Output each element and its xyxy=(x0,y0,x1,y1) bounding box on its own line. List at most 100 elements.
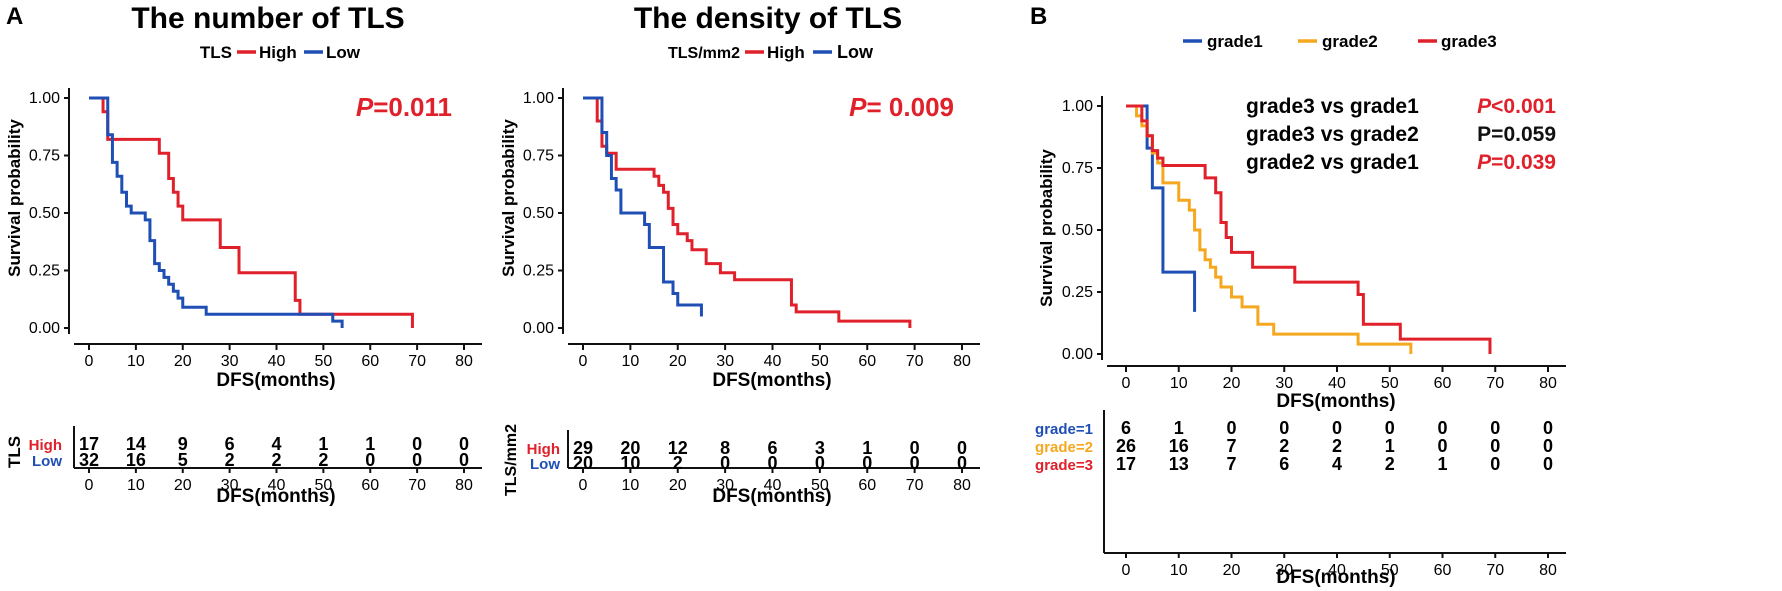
comparison-row: grade2 vs grade1 P=0.039 xyxy=(1246,151,1556,174)
chart-title: The number of TLS xyxy=(131,2,404,35)
legend-label-grade2: grade2 xyxy=(1322,32,1378,51)
chart-title: The density of TLS xyxy=(634,2,902,35)
risk-table-x-tick-label: 0 xyxy=(579,477,588,494)
km-curve-low xyxy=(89,96,344,328)
risk-value: 2 xyxy=(1385,454,1395,474)
risk-value: 1 xyxy=(1174,418,1184,438)
x-tick-label: 30 xyxy=(716,353,734,370)
risk-value: 4 xyxy=(1332,454,1342,474)
comparison-list: grade3 vs grade1 P<0.001 grade3 vs grade… xyxy=(1246,95,1556,174)
risk-value: 2 xyxy=(318,450,328,470)
y-tick-label: 0.25 xyxy=(29,263,60,280)
risk-value: 2 xyxy=(673,453,683,473)
legend-label-low: Low xyxy=(326,43,361,62)
y-tick-label: 0.00 xyxy=(1062,346,1093,363)
risk-value: 6 xyxy=(1121,418,1131,438)
y-tick-label: 0.25 xyxy=(523,263,554,280)
risk-table-xlabel: DFS(months) xyxy=(216,486,335,507)
risk-value: 9 xyxy=(178,434,188,454)
legend-label-high: High xyxy=(767,43,805,62)
risk-value: 1 xyxy=(1437,454,1447,474)
legend: TLS High Low xyxy=(200,43,361,62)
x-tick-label: 40 xyxy=(268,353,286,370)
risk-value: 0 xyxy=(957,438,967,458)
risk-value: 12 xyxy=(668,438,688,458)
risk-value: 0 xyxy=(1437,436,1447,456)
risk-table-ylabel: TLS xyxy=(5,436,24,468)
comparison-p-value: P=0.059 xyxy=(1477,123,1556,146)
risk-table-x-tick-label: 30 xyxy=(716,477,734,494)
risk-value: 0 xyxy=(412,450,422,470)
risk-table: TLS/mm2 DFS(months) 0 10 20 30 40 50 60 70 80Hig… xyxy=(503,424,980,507)
x-tick-label: 80 xyxy=(455,353,473,370)
risk-table-x-tick-label: 0 xyxy=(1122,562,1131,579)
risk-table-x-tick-label: 80 xyxy=(455,477,473,494)
risk-table-x-tick-label: 20 xyxy=(1223,562,1241,579)
risk-value: 6 xyxy=(225,434,235,454)
x-axis-label: DFS(months) xyxy=(712,370,831,391)
risk-table-x-tick-label: 10 xyxy=(127,477,145,494)
risk-row-label: High xyxy=(29,437,62,454)
risk-value: 13 xyxy=(1169,454,1189,474)
x-tick-label: 30 xyxy=(1275,375,1293,392)
legend-label-grade1: grade1 xyxy=(1207,32,1263,51)
risk-table-x-tick-label: 50 xyxy=(1381,562,1399,579)
km-plot-tls-density: The density of TLS TLS/mm2 High Low P= 0… xyxy=(499,2,980,507)
risk-row-label: grade=1 xyxy=(1035,421,1093,438)
risk-value: 2 xyxy=(271,450,281,470)
risk-value: 7 xyxy=(1226,436,1236,456)
risk-value: 6 xyxy=(1279,454,1289,474)
risk-value: 0 xyxy=(1490,436,1500,456)
p-value-number: P=0.059 xyxy=(1477,123,1556,146)
y-tick-label: 0.75 xyxy=(29,148,60,165)
x-tick-label: 20 xyxy=(1223,375,1241,392)
risk-value: 14 xyxy=(126,434,146,454)
y-tick-label: 0.50 xyxy=(523,205,554,222)
x-tick-label: 10 xyxy=(127,353,145,370)
comparison-label: grade3 vs grade1 xyxy=(1246,95,1419,118)
x-tick-label: 20 xyxy=(174,353,192,370)
risk-value: 0 xyxy=(1543,418,1553,438)
risk-table-ylabel: TLS/mm2 xyxy=(503,424,520,496)
risk-value: 1 xyxy=(1385,436,1395,456)
risk-value: 17 xyxy=(79,434,99,454)
risk-value: 0 xyxy=(862,453,872,473)
y-tick-label: 0.00 xyxy=(523,320,554,337)
risk-value: 0 xyxy=(1543,436,1553,456)
risk-table-xlabel: DFS(months) xyxy=(1276,567,1395,588)
km-plot-grade: grade1 grade2 grade3 grade3 vs grade1 P<… xyxy=(1035,32,1566,588)
p-value-number: =0.039 xyxy=(1491,151,1556,174)
risk-value: 5 xyxy=(178,450,188,470)
y-tick-label: 0.75 xyxy=(1062,160,1093,177)
y-axis-label: Survival probability xyxy=(499,119,518,277)
x-tick-label: 20 xyxy=(669,353,687,370)
risk-row-label: grade=2 xyxy=(1035,439,1093,456)
km-curve-high xyxy=(89,96,414,328)
risk-value: 16 xyxy=(1169,436,1189,456)
p-value-number: <0.001 xyxy=(1491,95,1556,118)
x-tick-label: 50 xyxy=(1381,375,1399,392)
y-axis-label: Survival probability xyxy=(1037,149,1056,307)
km-curve-grade3 xyxy=(1126,104,1492,354)
p-value: P= 0.009 xyxy=(849,92,954,122)
risk-value: 0 xyxy=(1226,418,1236,438)
risk-table-x-tick-label: 10 xyxy=(1170,562,1188,579)
x-tick-label: 0 xyxy=(85,353,94,370)
x-tick-label: 0 xyxy=(1122,375,1131,392)
risk-table-x-tick-label: 50 xyxy=(811,477,829,494)
y-tick-label: 0.75 xyxy=(523,148,554,165)
risk-table-x-tick-label: 50 xyxy=(314,477,332,494)
km-curve-low xyxy=(583,96,703,317)
risk-table-x-tick-label: 30 xyxy=(1275,562,1293,579)
x-axis-label: DFS(months) xyxy=(216,370,335,391)
risk-value: 1 xyxy=(862,438,872,458)
risk-value: 0 xyxy=(365,450,375,470)
risk-value: 6 xyxy=(767,438,777,458)
p-symbol: P xyxy=(1477,151,1492,174)
risk-table-x-tick-label: 60 xyxy=(858,477,876,494)
risk-value: 3 xyxy=(815,438,825,458)
p-symbol: P xyxy=(356,92,374,122)
risk-table-x-tick-label: 60 xyxy=(1434,562,1452,579)
p-value-number: =0.011 xyxy=(373,92,452,122)
